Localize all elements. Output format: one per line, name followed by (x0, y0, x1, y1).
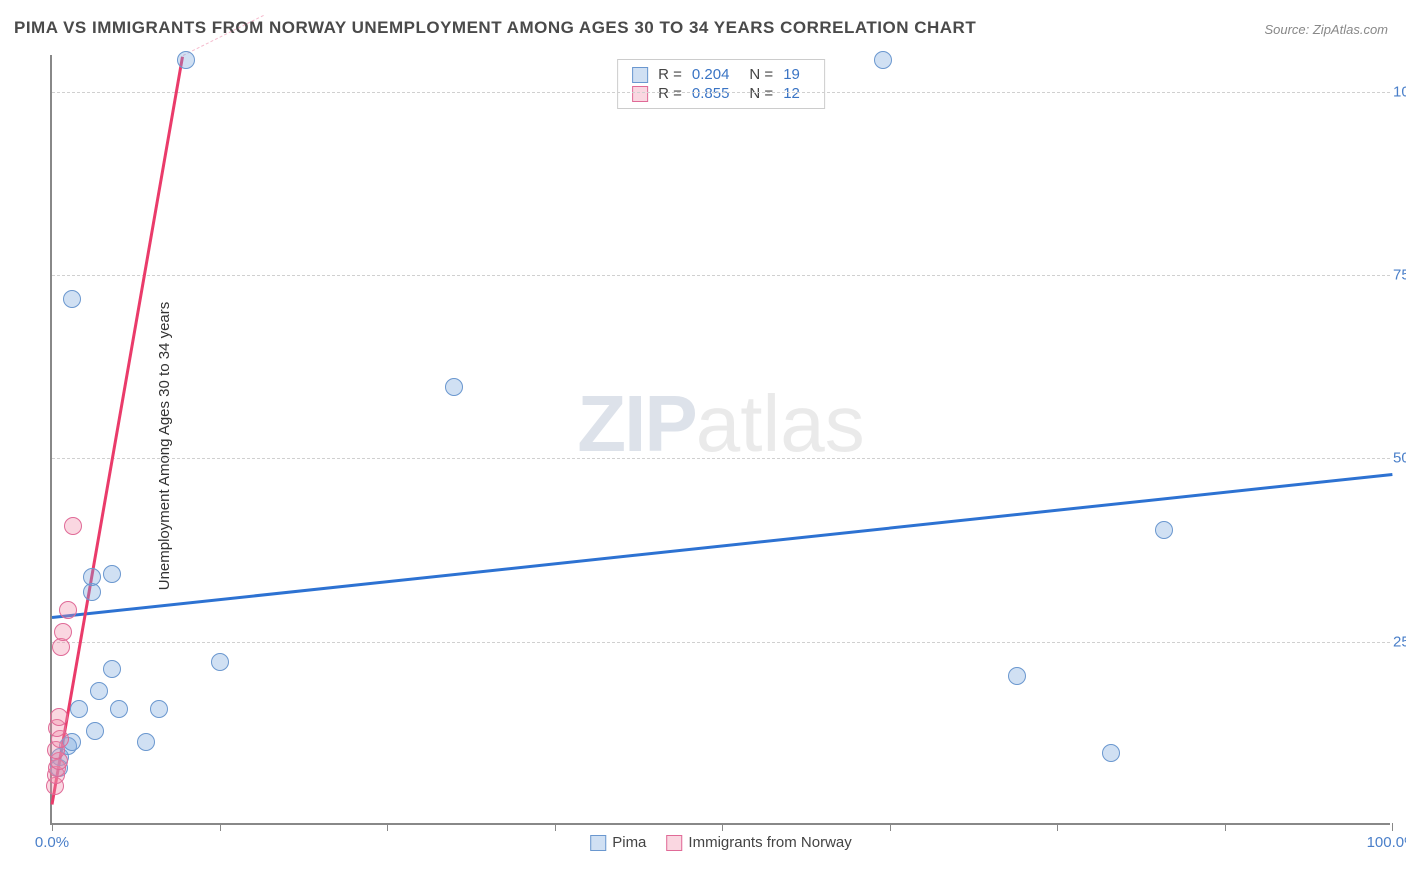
chart-title: PIMA VS IMMIGRANTS FROM NORWAY UNEMPLOYM… (14, 18, 976, 38)
r-label: R = (658, 66, 682, 83)
r-value: 0.204 (692, 66, 730, 83)
data-point (874, 51, 892, 69)
r-label: R = (658, 85, 682, 102)
legend-item: Immigrants from Norway (666, 834, 851, 851)
data-point (110, 700, 128, 718)
gridline (52, 92, 1390, 93)
trend-line (52, 473, 1392, 619)
data-point (59, 601, 77, 619)
n-value: 12 (783, 85, 800, 102)
y-tick-label: 75.0% (1393, 267, 1406, 284)
r-value: 0.855 (692, 85, 730, 102)
data-point (54, 623, 72, 641)
gridline (52, 275, 1390, 276)
trend-line (51, 56, 184, 805)
n-value: 19 (783, 66, 800, 83)
legend-label: Pima (612, 834, 646, 851)
data-point (70, 700, 88, 718)
scatter-plot: ZIPatlas R =0.204N =19R =0.855N =12 Pima… (50, 55, 1390, 825)
x-tick (387, 823, 388, 831)
x-tick (890, 823, 891, 831)
data-point (83, 568, 101, 586)
legend-item: Pima (590, 834, 646, 851)
x-tick (220, 823, 221, 831)
y-tick-label: 100.0% (1393, 83, 1406, 100)
y-tick-label: 50.0% (1393, 450, 1406, 467)
data-point (211, 653, 229, 671)
correlation-legend: R = 0.204 N = 19 R = 0.855 N = 12 (617, 59, 825, 109)
x-tick (722, 823, 723, 831)
data-point (1155, 521, 1173, 539)
x-tick (555, 823, 556, 831)
data-point (63, 290, 81, 308)
watermark-atlas: atlas (696, 379, 865, 468)
legend-corr-row: R = 0.855 N = 12 (632, 84, 810, 103)
data-point (103, 660, 121, 678)
source-attribution: Source: ZipAtlas.com (1264, 22, 1388, 37)
x-tick-label-min: 0.0% (35, 834, 69, 851)
data-point (1008, 667, 1026, 685)
data-point (445, 378, 463, 396)
gridline (52, 642, 1390, 643)
data-point (1102, 744, 1120, 762)
x-tick (1392, 823, 1393, 831)
data-point (150, 700, 168, 718)
n-label: N = (749, 85, 773, 102)
y-tick-label: 25.0% (1393, 633, 1406, 650)
x-tick (52, 823, 53, 831)
gridline (52, 458, 1390, 459)
data-point (103, 565, 121, 583)
watermark-zip: ZIP (577, 379, 695, 468)
data-point (86, 722, 104, 740)
legend-label: Immigrants from Norway (688, 834, 851, 851)
legend-corr-row: R = 0.204 N = 19 (632, 65, 810, 84)
series-legend: Pima Immigrants from Norway (590, 834, 852, 851)
data-point (177, 51, 195, 69)
legend-swatch (666, 835, 682, 851)
data-point (50, 708, 68, 726)
x-tick (1057, 823, 1058, 831)
x-tick-label-max: 100.0% (1367, 834, 1406, 851)
data-point (64, 517, 82, 535)
x-tick (1225, 823, 1226, 831)
legend-swatch (590, 835, 606, 851)
n-label: N = (749, 66, 773, 83)
data-point (137, 733, 155, 751)
data-point (90, 682, 108, 700)
legend-swatch (632, 86, 648, 102)
watermark: ZIPatlas (577, 378, 864, 470)
legend-swatch (632, 67, 648, 83)
